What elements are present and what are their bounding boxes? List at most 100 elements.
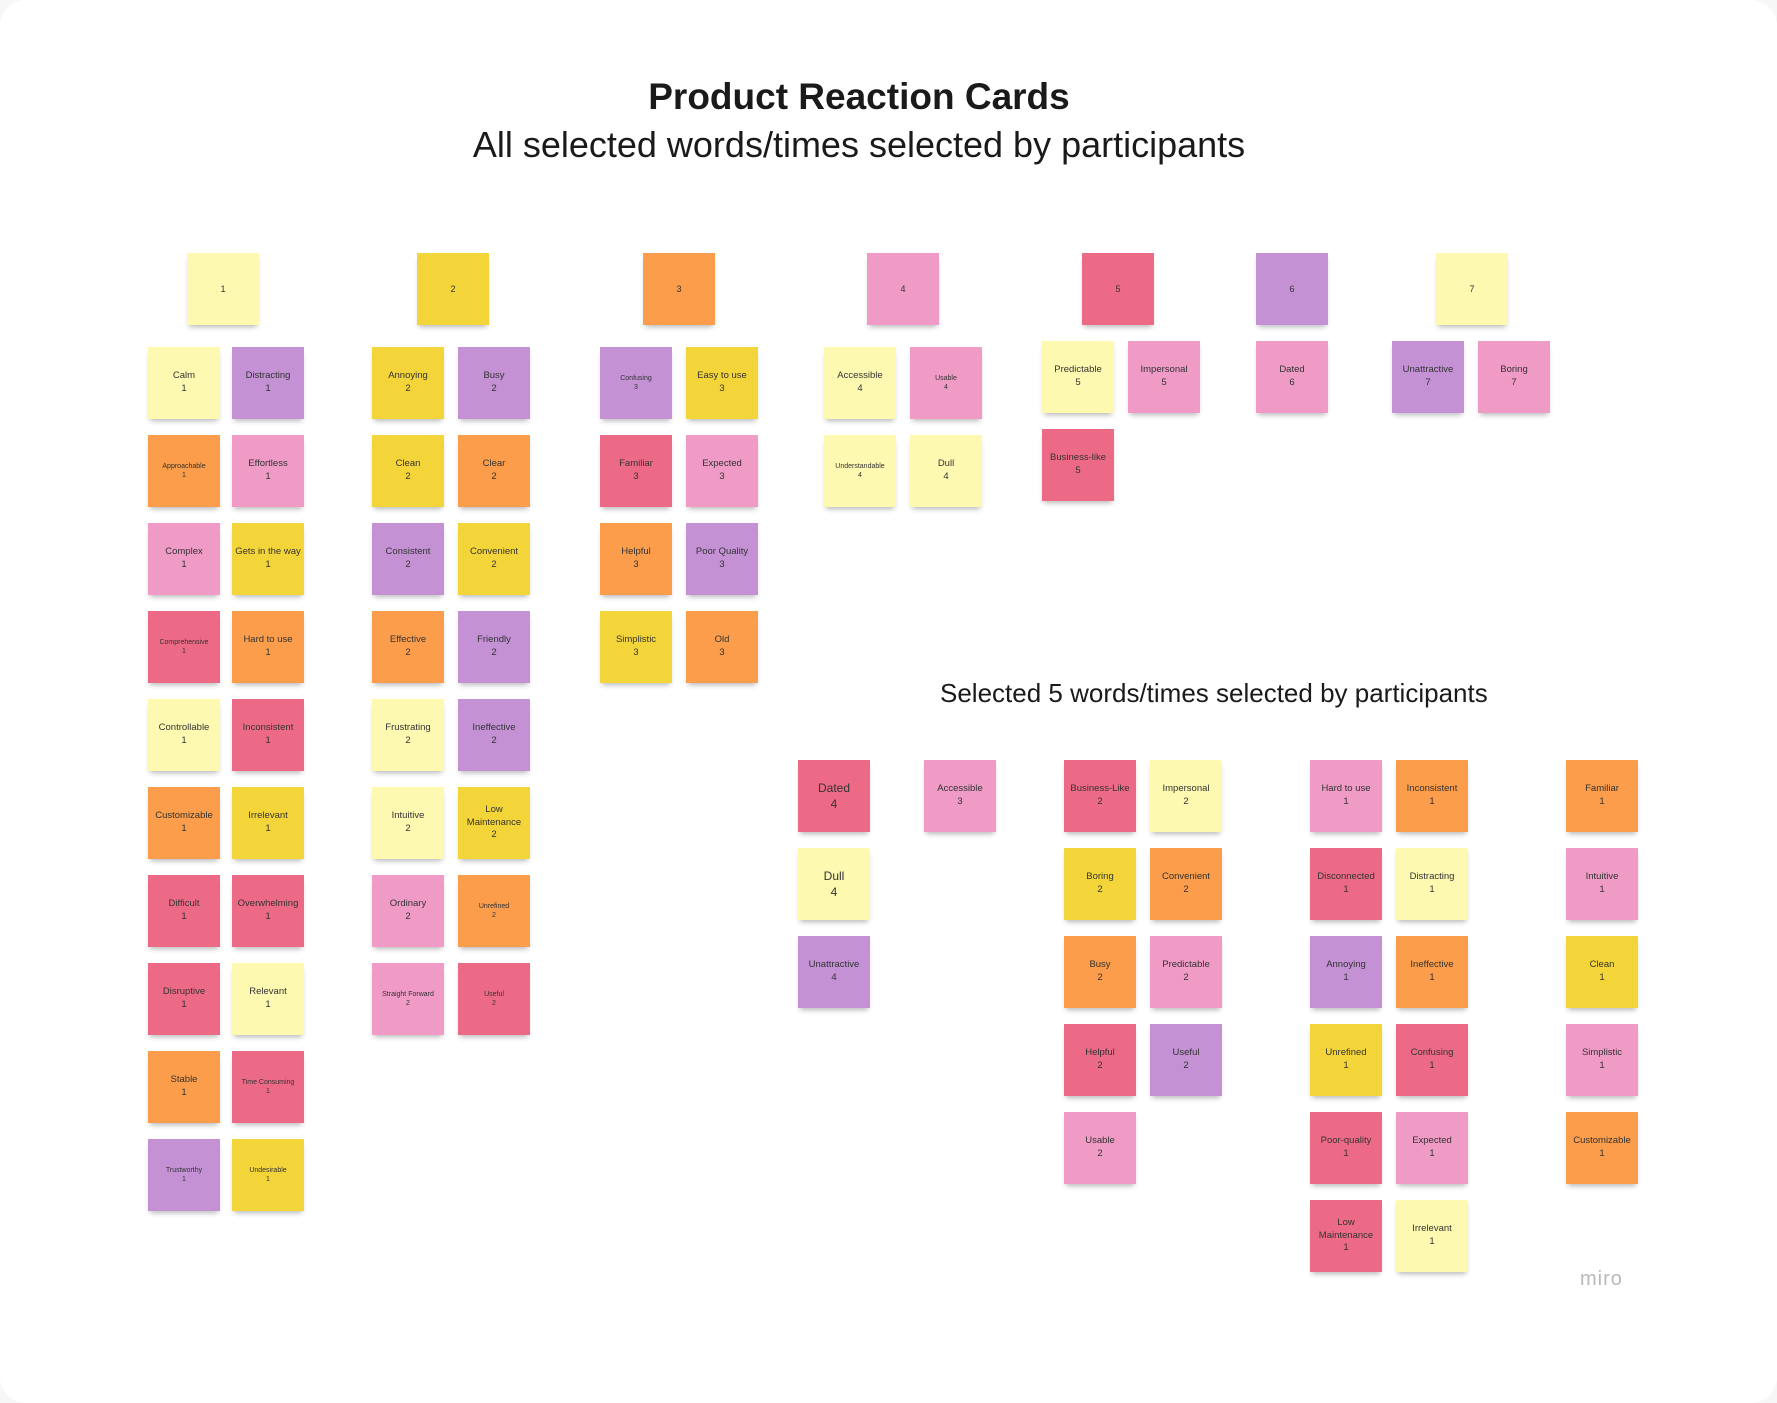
sticky-note-comprehensive[interactable]: Comprehensive 1	[148, 611, 220, 683]
sticky-note-dull[interactable]: Dull 4	[910, 435, 982, 507]
sticky-note-familiar[interactable]: Familiar 1	[1566, 760, 1638, 832]
sticky-note-expected[interactable]: Expected 3	[686, 435, 758, 507]
sticky-note-ineffective[interactable]: Ineffective 2	[458, 699, 530, 771]
sticky-note-accessible[interactable]: Accessible 3	[924, 760, 996, 832]
sticky-count: 2	[491, 647, 497, 658]
page-title: Product Reaction Cards	[648, 76, 1070, 117]
sticky-note-business-like[interactable]: Business-Like 2	[1064, 760, 1136, 832]
sticky-note-poor-quality[interactable]: Poor Quality 3	[686, 523, 758, 595]
sticky-note-convenient[interactable]: Convenient 2	[1150, 848, 1222, 920]
sticky-note-boring[interactable]: Boring 7	[1478, 341, 1550, 413]
sticky-note-expected[interactable]: Expected 1	[1396, 1112, 1468, 1184]
sticky-word: Consistent	[385, 546, 431, 558]
sticky-note-helpful[interactable]: Helpful 3	[600, 523, 672, 595]
sticky-note-relevant[interactable]: Relevant 1	[232, 963, 304, 1035]
sticky-note-intuitive[interactable]: Intuitive 1	[1566, 848, 1638, 920]
sticky-note-distracting[interactable]: Distracting 1	[1396, 848, 1468, 920]
sticky-word: Clean	[395, 458, 421, 470]
sticky-word: Overwhelming	[237, 898, 299, 910]
sticky-note-overwhelming[interactable]: Overwhelming 1	[232, 875, 304, 947]
sticky-note-dated[interactable]: Dated 6	[1256, 341, 1328, 413]
sticky-note-annoying[interactable]: Annoying 2	[372, 347, 444, 419]
sticky-note-stable[interactable]: Stable 1	[148, 1051, 220, 1123]
sticky-note-unattractive[interactable]: Unattractive 7	[1392, 341, 1464, 413]
sticky-note-simplistic[interactable]: Simplistic 1	[1566, 1024, 1638, 1096]
sticky-note-difficult[interactable]: Difficult 1	[148, 875, 220, 947]
sticky-note-busy[interactable]: Busy 2	[458, 347, 530, 419]
sticky-note-controllable[interactable]: Controllable 1	[148, 699, 220, 771]
sticky-note-intuitive[interactable]: Intuitive 2	[372, 787, 444, 859]
sticky-note-header[interactable]: 3	[643, 253, 715, 325]
sticky-note-hard-to-use[interactable]: Hard to use 1	[1310, 760, 1382, 832]
sticky-note-straight-forward[interactable]: Straight Forward 2	[372, 963, 444, 1035]
sticky-note-clean[interactable]: Clean 1	[1566, 936, 1638, 1008]
sticky-note-frustrating[interactable]: Frustrating 2	[372, 699, 444, 771]
sticky-note-predictable[interactable]: Predictable 2	[1150, 936, 1222, 1008]
sticky-note-irrelevant[interactable]: Irrelevant 1	[232, 787, 304, 859]
sticky-note-easy-to-use[interactable]: Easy to use 3	[686, 347, 758, 419]
sticky-note-usable[interactable]: Usable 4	[910, 347, 982, 419]
sticky-note-useful[interactable]: Useful 2	[1150, 1024, 1222, 1096]
sticky-note-simplistic[interactable]: Simplistic 3	[600, 611, 672, 683]
sticky-note-annoying[interactable]: Annoying 1	[1310, 936, 1382, 1008]
sticky-note-inconsistent[interactable]: Inconsistent 1	[1396, 760, 1468, 832]
sticky-note-familiar[interactable]: Familiar 3	[600, 435, 672, 507]
sticky-note-customizable[interactable]: Customizable 1	[148, 787, 220, 859]
sticky-count: 2	[1097, 1060, 1103, 1071]
sticky-note-impersonal[interactable]: Impersonal 2	[1150, 760, 1222, 832]
sticky-note-poor-quality[interactable]: Poor-quality 1	[1310, 1112, 1382, 1184]
sticky-note-accessible[interactable]: Accessible 4	[824, 347, 896, 419]
sticky-note-business-like[interactable]: Business-like 5	[1042, 429, 1114, 501]
sticky-count: 4	[857, 383, 863, 394]
sticky-note-effortless[interactable]: Effortless 1	[232, 435, 304, 507]
sticky-note-unattractive[interactable]: Unattractive 4	[798, 936, 870, 1008]
sticky-note-calm[interactable]: Calm 1	[148, 347, 220, 419]
sticky-note-approachable[interactable]: Approachable 1	[148, 435, 220, 507]
sticky-note-distracting[interactable]: Distracting 1	[232, 347, 304, 419]
sticky-note-understandable[interactable]: Understandable 4	[824, 435, 896, 507]
sticky-note-clear[interactable]: Clear 2	[458, 435, 530, 507]
sticky-note-confusing[interactable]: Confusing 3	[600, 347, 672, 419]
sticky-note-ineffective[interactable]: Ineffective 1	[1396, 936, 1468, 1008]
sticky-note-header[interactable]: 7	[1436, 253, 1508, 325]
sticky-note-header[interactable]: 5	[1082, 253, 1154, 325]
sticky-note-header[interactable]: 6	[1256, 253, 1328, 325]
sticky-note-complex[interactable]: Complex 1	[148, 523, 220, 595]
sticky-note-ordinary[interactable]: Ordinary 2	[372, 875, 444, 947]
sticky-note-customizable[interactable]: Customizable 1	[1566, 1112, 1638, 1184]
sticky-note-disconnected[interactable]: Disconnected 1	[1310, 848, 1382, 920]
sticky-note-unrefined[interactable]: Unrefined 1	[1310, 1024, 1382, 1096]
sticky-note-convenient[interactable]: Convenient 2	[458, 523, 530, 595]
sticky-note-header[interactable]: 4	[867, 253, 939, 325]
sticky-note-inconsistent[interactable]: Inconsistent 1	[232, 699, 304, 771]
sticky-note-useful[interactable]: Useful 2	[458, 963, 530, 1035]
sticky-note-unrefined[interactable]: Unrefined 2	[458, 875, 530, 947]
sticky-note-old[interactable]: Old 3	[686, 611, 758, 683]
sticky-note-boring[interactable]: Boring 2	[1064, 848, 1136, 920]
sticky-note-time-consuming[interactable]: Time Consuming 1	[232, 1051, 304, 1123]
sticky-note-impersonal[interactable]: Impersonal 5	[1128, 341, 1200, 413]
sticky-note-helpful[interactable]: Helpful 2	[1064, 1024, 1136, 1096]
sticky-note-gets-in-the-way[interactable]: Gets in the way 1	[232, 523, 304, 595]
sticky-count: 2	[405, 823, 411, 834]
sticky-note-predictable[interactable]: Predictable 5	[1042, 341, 1114, 413]
sticky-note-header[interactable]: 1	[187, 253, 259, 325]
sticky-note-low-maintenance[interactable]: Low Maintenance 1	[1310, 1200, 1382, 1272]
sticky-note-header[interactable]: 2	[417, 253, 489, 325]
sticky-note-clean[interactable]: Clean 2	[372, 435, 444, 507]
sticky-note-irrelevant[interactable]: Irrelevant 1	[1396, 1200, 1468, 1272]
sticky-note-undesirable[interactable]: Undesirable 1	[232, 1139, 304, 1211]
sticky-note-busy[interactable]: Busy 2	[1064, 936, 1136, 1008]
sticky-note-hard-to-use[interactable]: Hard to use 1	[232, 611, 304, 683]
sticky-note-confusing[interactable]: Confusing 1	[1396, 1024, 1468, 1096]
sticky-note-usable[interactable]: Usable 2	[1064, 1112, 1136, 1184]
sticky-note-trustworthy[interactable]: Trustworthy 1	[148, 1139, 220, 1211]
sticky-note-low-maintenance[interactable]: Low Maintenance 2	[458, 787, 530, 859]
sticky-note-friendly[interactable]: Friendly 2	[458, 611, 530, 683]
sticky-note-consistent[interactable]: Consistent 2	[372, 523, 444, 595]
sticky-note-effective[interactable]: Effective 2	[372, 611, 444, 683]
sticky-note-dated[interactable]: Dated 4	[798, 760, 870, 832]
sticky-note-disruptive[interactable]: Disruptive 1	[148, 963, 220, 1035]
sticky-note-dull[interactable]: Dull 4	[798, 848, 870, 920]
